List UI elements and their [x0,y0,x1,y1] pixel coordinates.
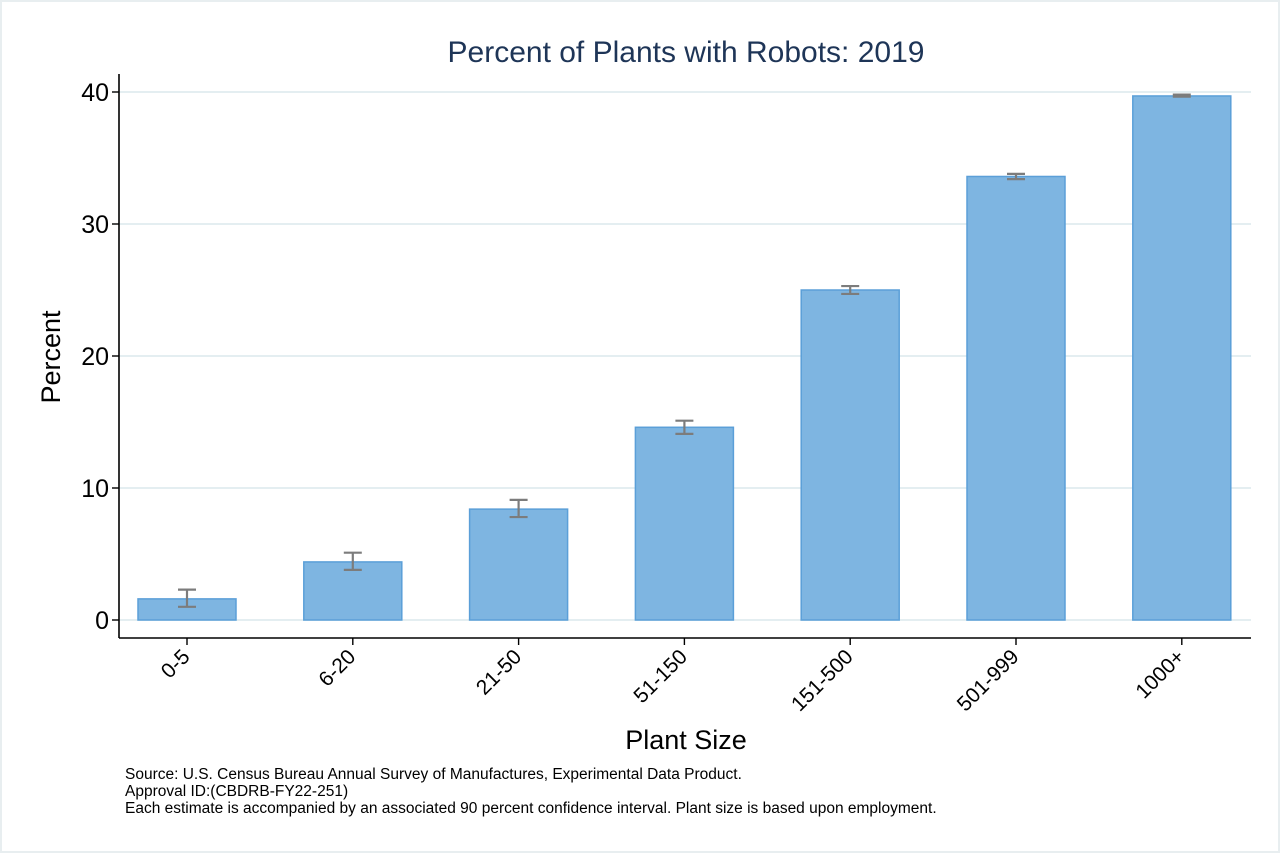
chart-title: Percent of Plants with Robots: 2019 [448,36,925,69]
approval-note: Approval ID:(CBDRB-FY22-251) [125,783,349,800]
x-tick-label: 151-500 [787,645,858,716]
bar-51-150 [634,426,735,621]
source-note: Source: U.S. Census Bureau Annual Survey… [125,766,742,783]
bar-21-50 [468,508,569,621]
x-axis-title: Plant Size [625,725,747,755]
confidence-interval-note: Each estimate is accompanied by an assoc… [125,800,937,817]
bar-151-500 [800,289,900,621]
plot-area: 0 10 20 30 40 0-5 6-20 21-50 51-150 151-500 501-99… [81,74,1251,716]
x-tick-label: 1000+ [1131,645,1189,703]
y-tick-label: 40 [81,79,109,107]
bar-1000+ [1132,95,1232,621]
y-tick-label: 0 [95,607,109,635]
x-tick-label: 0-5 [157,645,195,683]
x-tick-label: 6-20 [314,645,360,691]
x-tick-label: 51-150 [629,645,692,708]
y-axis-title: Percent [36,310,66,404]
x-tick-label: 501-999 [953,645,1024,716]
y-tick-label: 10 [81,475,109,503]
chart-notes: Source: U.S. Census Bureau Annual Survey… [125,766,937,817]
y-tick-label: 30 [81,211,109,239]
bar-501-999 [966,175,1066,621]
x-tick-label: 21-50 [472,645,526,699]
y-tick-label: 20 [81,343,109,371]
